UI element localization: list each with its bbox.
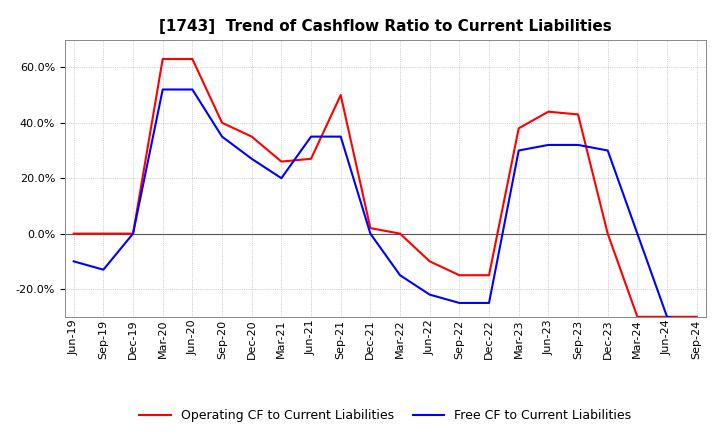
Operating CF to Current Liabilities: [396, 231, 405, 236]
Title: [1743]  Trend of Cashflow Ratio to Current Liabilities: [1743] Trend of Cashflow Ratio to Curren…: [159, 19, 611, 34]
Free CF to Current Liabilities: [633, 231, 642, 236]
Free CF to Current Liabilities: [426, 292, 434, 297]
Free CF to Current Liabilities: [603, 148, 612, 153]
Operating CF to Current Liabilities: [129, 231, 138, 236]
Operating CF to Current Liabilities: [426, 259, 434, 264]
Line: Operating CF to Current Liabilities: Operating CF to Current Liabilities: [73, 59, 697, 317]
Operating CF to Current Liabilities: [633, 314, 642, 319]
Free CF to Current Liabilities: [574, 142, 582, 147]
Free CF to Current Liabilities: [396, 272, 405, 278]
Free CF to Current Liabilities: [307, 134, 315, 139]
Operating CF to Current Liabilities: [603, 231, 612, 236]
Operating CF to Current Liabilities: [158, 56, 167, 62]
Free CF to Current Liabilities: [158, 87, 167, 92]
Free CF to Current Liabilities: [693, 320, 701, 325]
Operating CF to Current Liabilities: [99, 231, 108, 236]
Operating CF to Current Liabilities: [544, 109, 553, 114]
Free CF to Current Liabilities: [514, 148, 523, 153]
Operating CF to Current Liabilities: [662, 314, 671, 319]
Free CF to Current Liabilities: [485, 300, 493, 305]
Free CF to Current Liabilities: [544, 142, 553, 147]
Free CF to Current Liabilities: [129, 231, 138, 236]
Operating CF to Current Liabilities: [574, 112, 582, 117]
Operating CF to Current Liabilities: [485, 272, 493, 278]
Free CF to Current Liabilities: [188, 87, 197, 92]
Legend: Operating CF to Current Liabilities, Free CF to Current Liabilities: Operating CF to Current Liabilities, Fre…: [135, 404, 636, 427]
Operating CF to Current Liabilities: [217, 120, 226, 125]
Free CF to Current Liabilities: [277, 176, 286, 181]
Operating CF to Current Liabilities: [248, 134, 256, 139]
Operating CF to Current Liabilities: [514, 126, 523, 131]
Free CF to Current Liabilities: [69, 259, 78, 264]
Free CF to Current Liabilities: [455, 300, 464, 305]
Operating CF to Current Liabilities: [277, 159, 286, 164]
Operating CF to Current Liabilities: [188, 56, 197, 62]
Operating CF to Current Liabilities: [336, 92, 345, 98]
Operating CF to Current Liabilities: [366, 225, 374, 231]
Free CF to Current Liabilities: [662, 314, 671, 319]
Free CF to Current Liabilities: [248, 156, 256, 161]
Operating CF to Current Liabilities: [693, 314, 701, 319]
Free CF to Current Liabilities: [99, 267, 108, 272]
Operating CF to Current Liabilities: [455, 272, 464, 278]
Free CF to Current Liabilities: [217, 134, 226, 139]
Operating CF to Current Liabilities: [69, 231, 78, 236]
Operating CF to Current Liabilities: [307, 156, 315, 161]
Free CF to Current Liabilities: [336, 134, 345, 139]
Free CF to Current Liabilities: [366, 231, 374, 236]
Line: Free CF to Current Liabilities: Free CF to Current Liabilities: [73, 89, 697, 323]
